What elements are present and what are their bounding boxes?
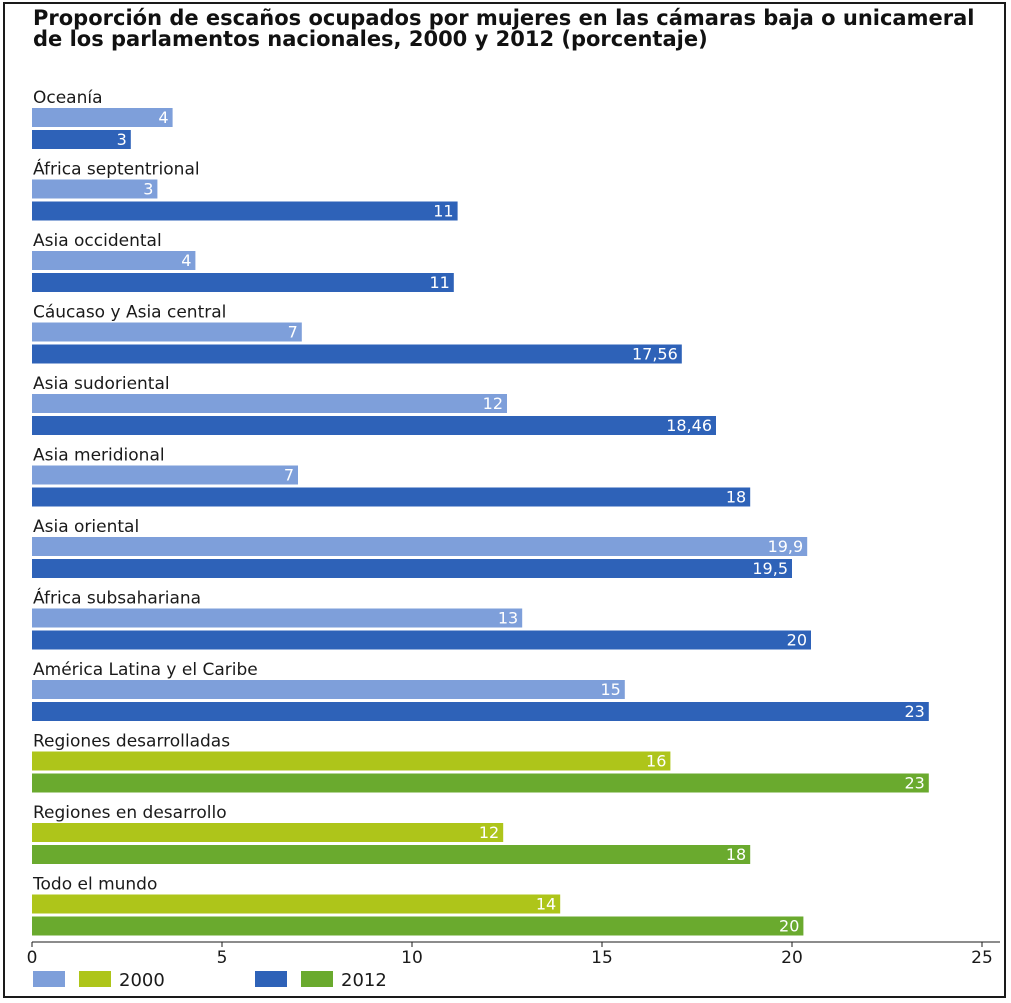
x-tick-label: 25	[971, 948, 993, 968]
x-tick-label: 15	[591, 948, 613, 968]
category-label: Asia occidental	[33, 231, 162, 251]
category-label: Asia oriental	[33, 517, 139, 537]
bar-2000	[32, 394, 507, 413]
bar-2012	[32, 416, 716, 435]
bar-value-label: 4	[158, 108, 168, 127]
bar-value-label: 17,56	[632, 345, 678, 364]
chart-title: Proporción de escaños ocupados por mujer…	[33, 6, 975, 51]
bar-2012	[32, 845, 751, 864]
bar-value-label: 23	[904, 774, 924, 793]
bar-2000	[32, 251, 196, 270]
bar-value-label: 12	[479, 823, 499, 842]
bar-2012	[32, 630, 811, 650]
bar-2012	[32, 130, 131, 149]
bar-value-label: 15	[600, 680, 620, 699]
bar-value-label: 12	[483, 394, 503, 413]
x-tick-label: 0	[27, 948, 38, 968]
bar-2012	[32, 773, 929, 793]
category-label: Asia sudoriental	[33, 374, 170, 394]
bar-value-label: 13	[498, 609, 518, 628]
bar-value-label: 14	[536, 895, 556, 914]
category-label: Todo el mundo	[32, 875, 157, 895]
bar-value-label: 19,5	[752, 559, 788, 578]
category-label: Oceanía	[33, 88, 103, 108]
bar-2012	[32, 273, 454, 292]
bar-2000	[32, 751, 671, 771]
category-label: Asia meridional	[33, 446, 165, 466]
category-label: África septentrional	[33, 158, 200, 180]
bar-2012	[32, 487, 751, 507]
category-label: África subsahariana	[33, 587, 201, 609]
bar-2000	[32, 465, 298, 485]
bar-2000	[32, 179, 158, 199]
bar-2012	[32, 916, 804, 936]
bar-value-label: 4	[181, 251, 191, 270]
bar-2012	[32, 559, 792, 578]
bar-value-label: 7	[288, 323, 298, 342]
legend-swatch	[301, 971, 333, 987]
bar-value-label: 18	[726, 845, 746, 864]
bar-value-label: 23	[904, 702, 924, 721]
bar-2000	[32, 894, 561, 914]
legend-swatch	[255, 971, 287, 987]
category-label: Cáucaso y Asia central	[33, 303, 226, 323]
bar-2000	[32, 537, 808, 556]
bar-2000	[32, 680, 625, 699]
bar-2000	[32, 108, 173, 127]
legend-swatch	[79, 971, 111, 987]
bar-value-label: 18	[726, 488, 746, 507]
category-label: Regiones en desarrollo	[33, 803, 227, 823]
bar-value-label: 3	[143, 180, 153, 199]
x-tick-label: 10	[401, 948, 423, 968]
bar-value-label: 20	[779, 917, 799, 936]
bar-value-label: 19,9	[768, 537, 804, 556]
bar-value-label: 7	[284, 466, 294, 485]
x-tick-label: 20	[781, 948, 803, 968]
bar-value-label: 20	[787, 631, 807, 650]
x-tick-label: 5	[217, 948, 228, 968]
bar-value-label: 18,46	[666, 416, 712, 435]
bar-2000	[32, 608, 523, 628]
legend-swatch	[33, 971, 65, 987]
bar-value-label: 16	[646, 752, 666, 771]
bar-2012	[32, 201, 458, 221]
category-label: América Latina y el Caribe	[33, 660, 258, 680]
bar-value-label: 11	[433, 202, 453, 221]
bar-2012	[32, 702, 929, 721]
chart-frame	[3, 2, 1006, 998]
bar-value-label: 3	[117, 130, 127, 149]
legend-label: 2000	[119, 970, 165, 991]
bar-2000	[32, 322, 302, 342]
legend-label: 2012	[341, 970, 387, 991]
bar-2000	[32, 823, 504, 842]
category-label: Regiones desarrolladas	[33, 732, 230, 752]
bar-value-label: 11	[429, 273, 449, 292]
bar-2012	[32, 344, 682, 364]
